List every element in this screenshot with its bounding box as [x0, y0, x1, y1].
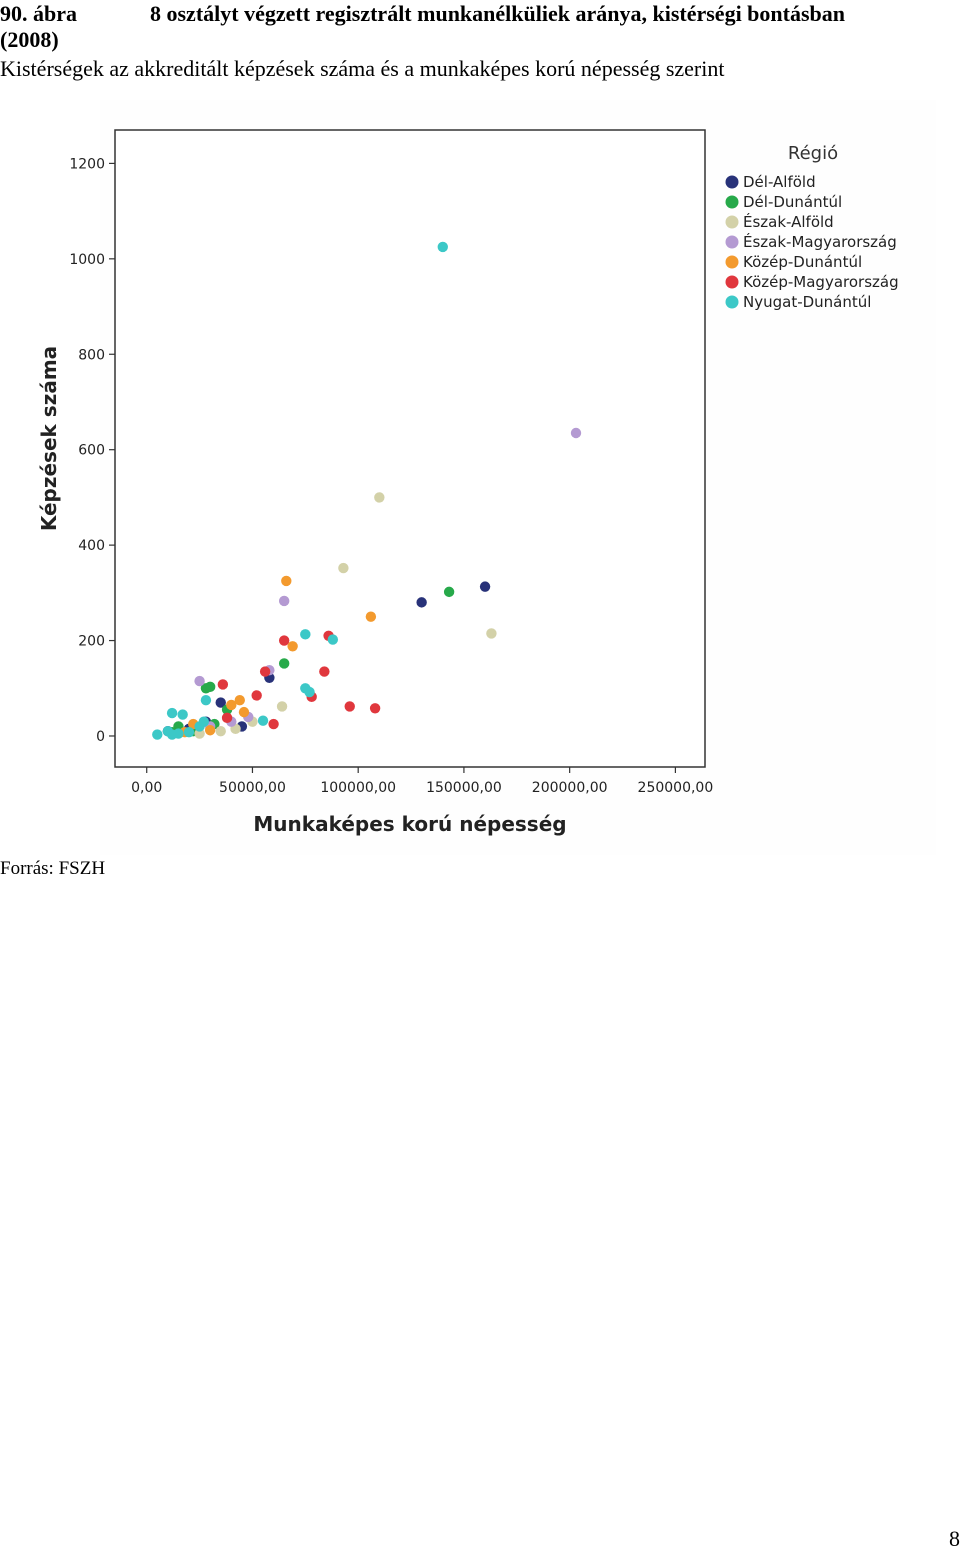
legend-marker — [725, 295, 739, 309]
data-point — [177, 709, 188, 720]
legend-label: Észak-Alföld — [743, 212, 834, 231]
data-point — [287, 641, 298, 652]
data-point — [268, 718, 279, 730]
legend-title: Régió — [788, 143, 838, 164]
data-point — [194, 728, 205, 739]
data-point — [276, 701, 288, 712]
data-point — [443, 586, 455, 598]
data-point — [215, 726, 226, 737]
y-tick-label: 400 — [78, 538, 105, 554]
data-point — [304, 686, 315, 698]
data-point — [338, 562, 349, 574]
y-tick-label: 1200 — [69, 156, 105, 172]
data-point — [319, 666, 330, 677]
data-point — [374, 492, 385, 503]
data-point — [437, 241, 448, 253]
series-nyugat-dun-nt-l — [152, 241, 448, 740]
legend-label: Dél-Alföld — [743, 173, 816, 191]
x-tick-label: 0,00 — [131, 780, 162, 796]
data-point — [327, 634, 339, 645]
legend-label: Közép-Magyarország — [743, 273, 899, 291]
x-tick-label: 100000,00 — [320, 780, 396, 796]
legend-label: Dél-Dunántúl — [743, 193, 842, 211]
data-point — [479, 581, 491, 592]
legend-label: Közép-Dunántúl — [743, 253, 862, 271]
legend-marker — [725, 195, 739, 209]
data-point — [257, 715, 269, 726]
x-tick-label: 50000,00 — [219, 780, 286, 796]
legend-marker — [725, 215, 739, 229]
y-tick-label: 800 — [78, 347, 105, 363]
y-tick-label: 200 — [78, 634, 105, 650]
data-point — [365, 611, 377, 622]
legend-marker — [725, 175, 739, 189]
data-point — [194, 721, 205, 732]
data-point — [278, 658, 290, 669]
page-number: 8 — [949, 1526, 960, 1551]
data-point — [234, 694, 245, 706]
plot-frame — [114, 129, 706, 768]
data-point — [251, 690, 262, 701]
data-point — [281, 575, 292, 587]
data-point — [166, 707, 178, 719]
data-point — [204, 725, 216, 736]
series--szak-alf-ld — [194, 492, 497, 739]
scatter-chart: 0 200 400 600 800 1000 1200 0,00 50000,00 100000,… — [37, 100, 936, 855]
data-point — [238, 706, 250, 718]
legend-marker — [725, 275, 739, 289]
data-point — [215, 697, 226, 708]
data-point — [300, 629, 311, 640]
data-point — [217, 679, 229, 690]
data-point — [204, 681, 216, 693]
source-note: Forrás: FSZH — [0, 858, 106, 879]
data-point — [166, 729, 178, 740]
data-point — [200, 694, 212, 706]
x-tick-label: 200000,00 — [532, 780, 608, 796]
y-tick-label: 0 — [96, 729, 105, 745]
x-tick-label: 150000,00 — [426, 780, 502, 796]
data-point — [152, 729, 163, 740]
figure-title: 8 osztályt végzett regisztrált munkanélk… — [150, 1, 846, 26]
data-point — [183, 726, 195, 738]
data-point — [416, 597, 427, 608]
x-axis-title: Munkaképes korú népesség — [253, 812, 566, 836]
data-point — [278, 635, 290, 646]
data-point — [259, 666, 271, 677]
y-tick-label: 600 — [78, 443, 105, 459]
figure-number: 90. ábra — [0, 1, 77, 26]
legend-marker — [725, 255, 739, 269]
data-point — [278, 595, 290, 607]
figure-title-continued: (2008) — [0, 27, 59, 52]
data-point — [369, 703, 381, 714]
data-point — [486, 628, 497, 639]
legend-marker — [725, 235, 739, 249]
y-axis-title: Képzések száma — [37, 346, 61, 531]
data-point — [344, 701, 355, 712]
chart-subtitle: Kistérségek az akkreditált képzések szám… — [0, 56, 725, 81]
y-tick-label: 1000 — [69, 252, 105, 268]
data-point — [221, 712, 233, 724]
data-point — [570, 427, 582, 439]
data-point — [194, 675, 205, 687]
legend-label: Nyugat-Dunántúl — [743, 293, 871, 311]
x-tick-label: 250000,00 — [638, 780, 714, 796]
legend-label: Észak-Magyarország — [743, 232, 897, 251]
data-point — [226, 699, 237, 711]
